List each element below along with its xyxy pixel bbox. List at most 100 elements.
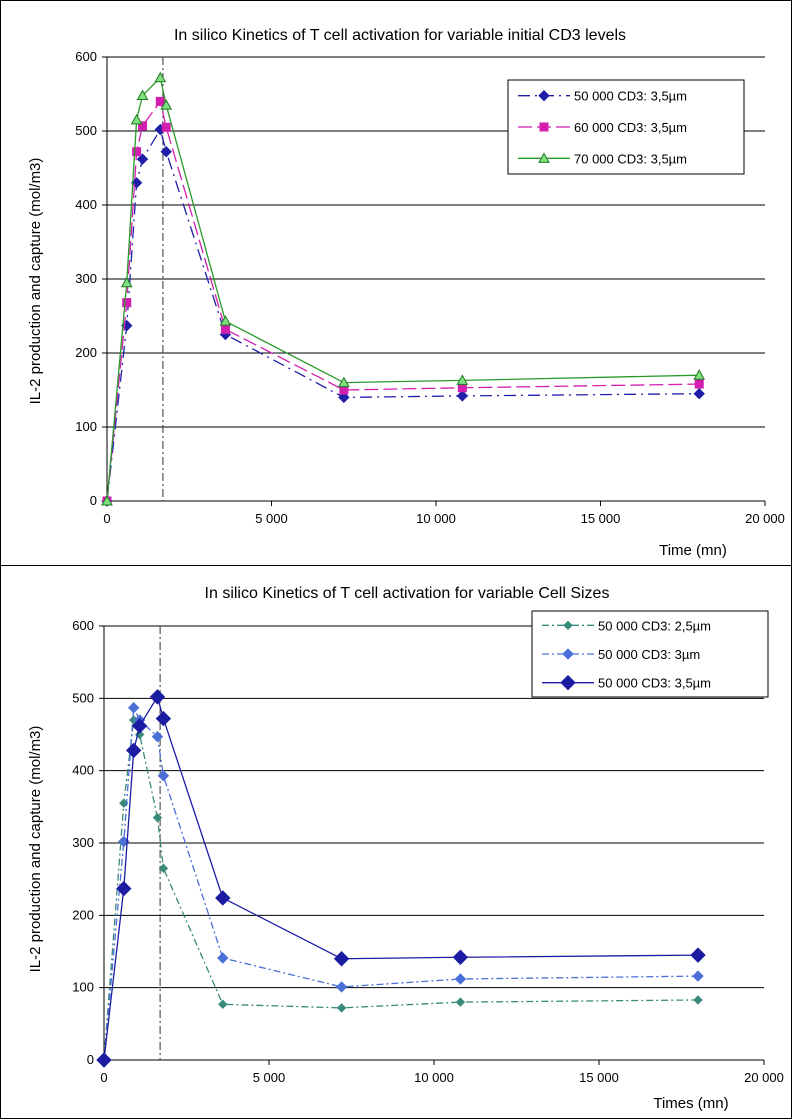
data-point: [122, 298, 132, 308]
chart-title: In silico Kinetics of T cell activation …: [174, 27, 626, 44]
x-tick-label: 15 000: [579, 1070, 619, 1085]
x-tick-label: 10 000: [414, 1070, 454, 1085]
data-point: [338, 391, 350, 404]
y-tick-label: 400: [75, 197, 97, 212]
y-tick-label: 500: [72, 690, 94, 705]
series-line: [103, 695, 699, 1061]
data-point: [456, 374, 469, 385]
data-point: [690, 947, 706, 963]
data-point: [152, 812, 163, 823]
gridlines: 0 100 200 300 400 500 600 0 5 000 10 000 15 000 20 …: [72, 618, 784, 1085]
series-3: [101, 71, 706, 506]
y-tick-label: 300: [75, 271, 97, 286]
data-point: [96, 1052, 112, 1068]
data-point: [333, 951, 350, 967]
data-point: [455, 997, 466, 1007]
data-point: [136, 89, 149, 100]
data-point: [116, 880, 132, 897]
y-tick-label: 600: [72, 618, 94, 633]
data-point: [563, 620, 573, 631]
data-point: [335, 981, 348, 993]
y-tick-label: 500: [75, 123, 97, 138]
x-tick-label: 20 000: [745, 511, 785, 526]
data-point: [338, 376, 350, 388]
data-point: [693, 369, 706, 380]
data-point: [693, 995, 703, 1005]
data-point: [538, 152, 550, 163]
series-line: [106, 127, 700, 502]
y-tick-label: 0: [90, 493, 97, 508]
y-tick-label: 200: [72, 907, 94, 922]
x-tick-label: 20 000: [744, 1070, 784, 1085]
series-line: [103, 717, 699, 1061]
x-axis-label: Times (mn): [653, 1095, 728, 1112]
y-tick-label: 100: [75, 419, 97, 434]
data-point: [120, 276, 133, 288]
chart-1: In silico Kinetics of T cell activation …: [27, 27, 785, 559]
data-point: [219, 315, 232, 326]
data-point: [101, 494, 113, 506]
legend-label: 50 000 CD3: 3µm: [598, 647, 700, 662]
x-axis-label: Time (mn): [659, 542, 727, 559]
data-point: [456, 390, 469, 402]
data-point: [155, 96, 165, 106]
chart-title: In silico Kinetics of T cell activation …: [205, 585, 610, 602]
legend-label: 50 000 CD3: 2,5µm: [598, 618, 711, 633]
chart-2: In silico Kinetics of T cell activation …: [27, 585, 784, 1112]
data-point: [539, 122, 549, 132]
data-point: [215, 890, 231, 906]
series-1: [101, 123, 705, 507]
data-point: [560, 674, 576, 691]
data-point: [157, 770, 170, 782]
data-point: [130, 113, 143, 125]
data-point: [138, 121, 148, 131]
y-tick-label: 400: [72, 763, 94, 778]
data-point: [154, 71, 167, 83]
data-point: [336, 1003, 347, 1013]
data-point: [220, 324, 230, 334]
y-tick-label: 300: [72, 835, 94, 850]
data-point: [538, 89, 550, 102]
y-tick-label: 0: [87, 1052, 94, 1067]
data-point: [161, 122, 171, 132]
data-point: [217, 952, 229, 964]
data-point: [155, 710, 172, 727]
legend-label: 50 000 CD3: 3,5µm: [598, 676, 711, 691]
legend: 50 000 CD3: 2,5µm 50 000 CD3: 3µm 50 000 C…: [531, 610, 769, 698]
data-point: [218, 999, 228, 1010]
data-point: [127, 702, 140, 714]
legend-label: 60 000 CD3: 3,5µm: [574, 120, 687, 135]
data-point: [562, 648, 574, 660]
x-tick-label: 10 000: [416, 511, 456, 526]
data-point: [136, 153, 149, 165]
data-point: [151, 730, 164, 743]
data-point: [160, 146, 172, 158]
data-point: [132, 147, 142, 157]
data-point: [452, 949, 469, 965]
data-point: [339, 385, 349, 395]
data-point: [694, 379, 704, 389]
data-point: [693, 387, 705, 400]
data-point: [131, 718, 148, 734]
y-axis-label: IL-2 production and capture (mol/m3): [27, 726, 44, 973]
data-point: [160, 99, 173, 110]
x-tick-label: 5 000: [255, 511, 288, 526]
series-line: [106, 99, 700, 502]
y-axis-label: IL-2 production and capture (mol/m3): [27, 158, 44, 405]
series-line: [103, 705, 699, 1061]
legend-label: 50 000 CD3: 3,5µm: [574, 89, 687, 104]
data-point: [125, 742, 142, 759]
legend: 50 000 CD3: 3,5µm 60 000 CD3: 3,5µm 70 000…: [507, 79, 745, 175]
y-tick-label: 600: [75, 49, 97, 64]
x-tick-label: 0: [100, 1070, 107, 1085]
data-point: [158, 863, 169, 874]
series-2: [102, 96, 704, 506]
x-tick-label: 5 000: [253, 1070, 286, 1085]
y-tick-label: 100: [72, 980, 94, 995]
series-3: [96, 689, 706, 1068]
data-point: [454, 973, 467, 985]
data-point: [457, 383, 467, 393]
data-point: [692, 970, 704, 982]
